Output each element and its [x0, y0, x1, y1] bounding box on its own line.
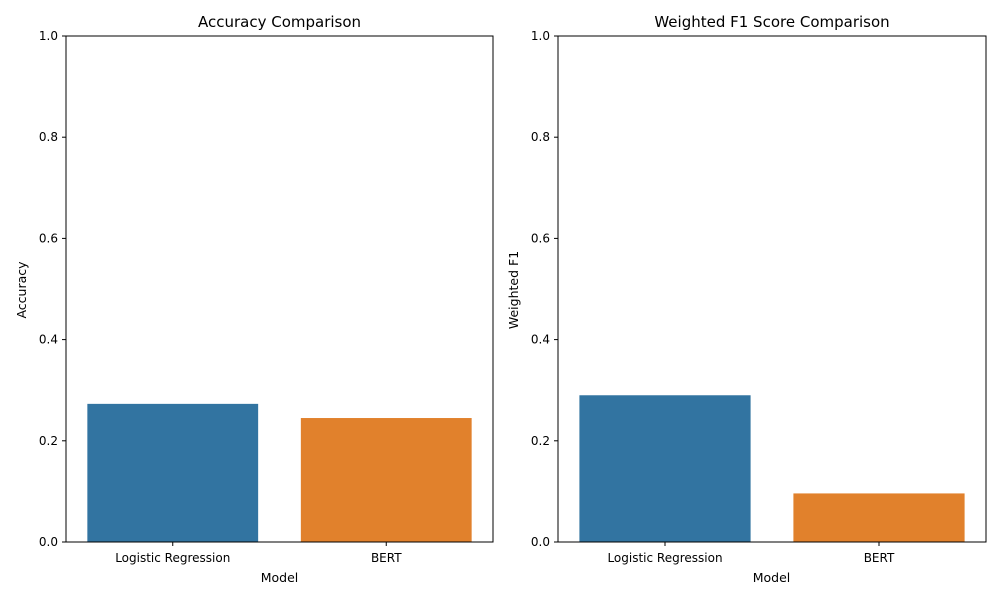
y-tick-label: 1.0 [39, 29, 58, 43]
y-tick-label: 0.4 [39, 333, 58, 347]
y-tick-label: 0.2 [531, 434, 550, 448]
y-tick-label: 0.2 [39, 434, 58, 448]
bar-0 [87, 403, 259, 542]
x-tick-label: BERT [864, 551, 895, 565]
chart-weighted-f1: Weighted F1 Score Comparison Weighted F1… [506, 13, 987, 585]
y-axis-label: Weighted F1 [506, 251, 521, 329]
y-ticks: 0.0 0.2 0.4 0.6 0.8 1.0 [39, 29, 66, 549]
y-tick-label: 0.6 [39, 231, 58, 245]
y-ticks: 0.0 0.2 0.4 0.6 0.8 1.0 [531, 29, 558, 549]
x-axis-label: Model [261, 570, 299, 585]
y-tick-label: 0.0 [39, 535, 58, 549]
chart-title: Weighted F1 Score Comparison [654, 13, 889, 31]
y-tick-label: 0.6 [531, 231, 550, 245]
y-tick-label: 0.8 [531, 130, 550, 144]
x-ticks: Logistic Regression BERT [607, 542, 895, 565]
chart-accuracy: Accuracy Comparison Accuracy Model 0.00.… [14, 13, 494, 585]
x-tick-label: BERT [371, 551, 402, 565]
plot-frame [557, 35, 987, 543]
bars [579, 395, 965, 542]
x-ticks: Logistic Regression BERT [115, 542, 402, 565]
y-tick-label: 0.4 [531, 333, 550, 347]
bars [87, 403, 472, 542]
x-tick-label: Logistic Regression [115, 551, 230, 565]
plot-frame [65, 35, 494, 543]
y-tick-label: 0.0 [531, 535, 550, 549]
y-tick-label: 1.0 [531, 29, 550, 43]
y-tick-label: 0.8 [39, 130, 58, 144]
bar-0 [579, 395, 751, 542]
x-axis-label: Model [753, 570, 791, 585]
bar-1 [300, 418, 472, 542]
bar-1 [793, 493, 965, 542]
y-axis-label: Accuracy [14, 261, 29, 319]
x-tick-label: Logistic Regression [607, 551, 722, 565]
chart-title: Accuracy Comparison [198, 13, 361, 31]
